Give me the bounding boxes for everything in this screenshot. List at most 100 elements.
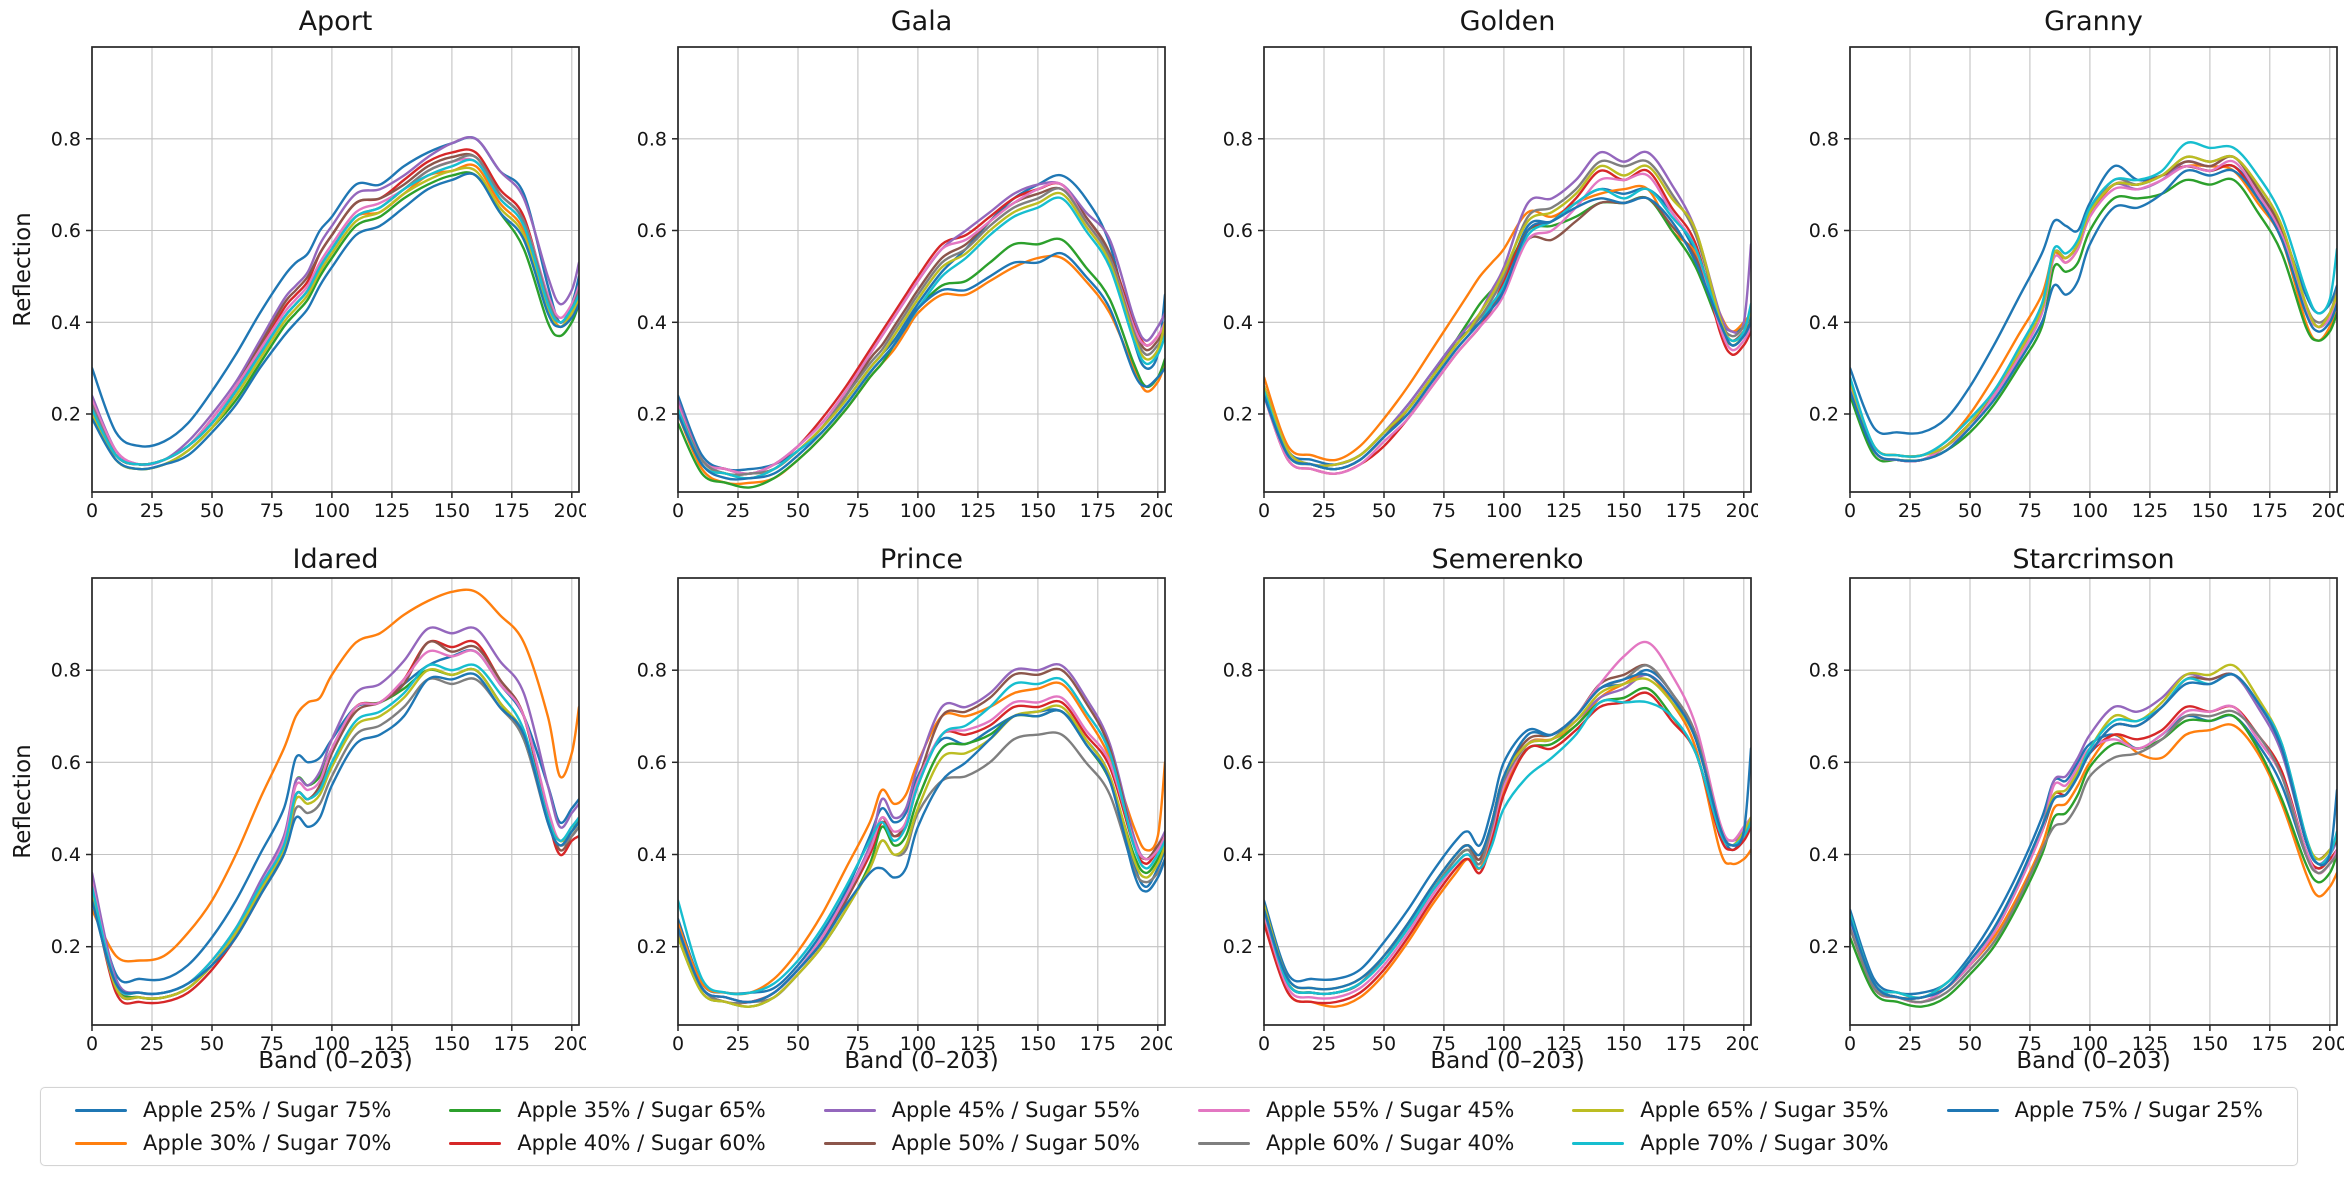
series-line: Apple 45% / Sugar 55% [1850, 672, 2337, 1001]
x-tick-label: 125 [374, 1033, 410, 1055]
x-tick-label: 50 [786, 1033, 810, 1055]
y-tick-label: 0.8 [1223, 128, 1253, 150]
x-tick-label: 75 [846, 1033, 870, 1055]
x-tick-label: 175 [494, 1033, 530, 1055]
series-line: Apple 75% / Sugar 25% [678, 251, 1165, 481]
x-tick-label: 175 [1080, 1033, 1116, 1055]
x-tick-label: 50 [1958, 500, 1982, 522]
x-tick-label: 175 [2252, 500, 2288, 522]
x-tick-label: 175 [1666, 500, 1702, 522]
x-tick-label: 175 [2252, 1033, 2288, 1055]
x-tick-label: 50 [1372, 500, 1396, 522]
x-tick-label: 125 [1546, 1033, 1582, 1055]
legend-label: Apple 50% / Sugar 50% [891, 1131, 1141, 1155]
x-tick-label: 125 [2132, 500, 2168, 522]
x-tick-label: 25 [726, 1033, 750, 1055]
x-tick-label: 0 [672, 500, 684, 522]
y-tick-label: 0.2 [1809, 936, 1839, 958]
x-tick-label: 175 [1666, 1033, 1702, 1055]
y-tick-label: 0.4 [51, 312, 81, 334]
x-tick-label: 200 [1140, 1033, 1172, 1055]
x-tick-label: 200 [554, 500, 586, 522]
subplot-granny: Apple 25% / Sugar 75%Apple 30% / Sugar 7… [1809, 6, 2344, 522]
series-line: Apple 45% / Sugar 55% [92, 626, 579, 996]
x-tick-label: 125 [960, 1033, 996, 1055]
subplot-title: Golden [1460, 6, 1556, 37]
x-tick-label: 75 [1432, 1033, 1456, 1055]
series-line: Apple 35% / Sugar 65% [92, 171, 579, 471]
legend-label: Apple 65% / Sugar 35% [1640, 1098, 1889, 1122]
series-line: Apple 70% / Sugar 30% [1264, 698, 1751, 996]
y-tick-label: 0.4 [637, 844, 667, 866]
series-line: Apple 75% / Sugar 25% [1264, 672, 1751, 991]
legend-item: Apple 35% / Sugar 65% [449, 1097, 766, 1123]
legend-box: Apple 25% / Sugar 75% Apple 30% / Sugar 7… [40, 1087, 2298, 1166]
y-tick-label: 0.6 [51, 220, 81, 242]
subplot-title: Starcrimson [2012, 544, 2174, 575]
subplot-grid: Apple 25% / Sugar 75% Apple 30% / Sugar 7… [10, 6, 2344, 1074]
y-tick-label: 0.6 [1223, 220, 1253, 242]
x-tick-label: 0 [672, 1033, 684, 1055]
x-tick-label: 200 [1140, 500, 1172, 522]
x-tick-label: 25 [1898, 1033, 1922, 1055]
x-axis-label: Band (0–203) [1430, 1048, 1584, 1074]
legend-column: Apple 75% / Sugar 25% [1946, 1097, 2263, 1123]
y-tick-label: 0.8 [1809, 660, 1839, 682]
y-tick-label: 0.2 [637, 936, 667, 958]
series-lines: Apple 25% / Sugar 75%Apple 30% / Sugar 7… [1850, 663, 2337, 1008]
x-tick-label: 50 [200, 500, 224, 522]
x-tick-label: 50 [1958, 1033, 1982, 1055]
legend-label: Apple 30% / Sugar 70% [143, 1131, 392, 1155]
series-line: Apple 70% / Sugar 30% [1850, 673, 2337, 999]
axes-border [677, 577, 1166, 1026]
series-line: Apple 75% / Sugar 25% [1264, 196, 1751, 471]
x-tick-label: 150 [434, 1033, 470, 1055]
y-tick-label: 0.2 [1223, 936, 1253, 958]
y-tick-label: 0.6 [1809, 752, 1839, 774]
series-line: Apple 70% / Sugar 30% [678, 196, 1165, 480]
x-tick-label: 150 [1606, 500, 1642, 522]
x-tick-label: 25 [1898, 500, 1922, 522]
series-lines: Apple 25% / Sugar 75%Apple 30% / Sugar 7… [1264, 150, 1751, 475]
legend-label: Apple 40% / Sugar 60% [517, 1131, 766, 1155]
series-line: Apple 25% / Sugar 75% [92, 136, 579, 448]
series-line: Apple 40% / Sugar 60% [92, 639, 579, 1005]
series-line: Apple 60% / Sugar 40% [92, 677, 579, 1000]
subplot-prince: Apple 25% / Sugar 75%Apple 30% / Sugar 7… [637, 544, 1172, 1074]
series-lines: Apple 25% / Sugar 75%Apple 30% / Sugar 7… [1264, 640, 1751, 1008]
y-tick-label: 0.4 [1809, 312, 1839, 334]
x-tick-label: 100 [900, 500, 936, 522]
x-tick-label: 75 [1432, 500, 1456, 522]
y-tick-label: 0.6 [1223, 752, 1253, 774]
legend-item: Apple 25% / Sugar 75% [75, 1097, 391, 1123]
x-tick-label: 75 [2018, 1033, 2042, 1055]
x-tick-label: 150 [1020, 1033, 1056, 1055]
legend-line-swatch [75, 1141, 127, 1145]
series-line: Apple 60% / Sugar 40% [92, 154, 579, 466]
legend-item: Apple 65% / Sugar 35% [1572, 1097, 1889, 1123]
legend-item: Apple 50% / Sugar 50% [823, 1130, 1141, 1156]
x-axis-label: Band (0–203) [2016, 1048, 2170, 1074]
subplot-title: Idared [293, 544, 379, 575]
subplot-title: Aport [299, 6, 373, 37]
legend-label: Apple 75% / Sugar 25% [2014, 1098, 2263, 1122]
series-line: Apple 50% / Sugar 50% [1850, 672, 2337, 1001]
x-tick-label: 75 [260, 500, 284, 522]
y-tick-label: 0.4 [1223, 844, 1253, 866]
x-tick-label: 25 [140, 500, 164, 522]
y-tick-label: 0.6 [637, 752, 667, 774]
legend-line-swatch [449, 1108, 502, 1112]
legend-line-swatch [1946, 1108, 1999, 1112]
x-tick-label: 100 [1486, 500, 1522, 522]
series-line: Apple 65% / Sugar 35% [1850, 155, 2337, 458]
x-tick-label: 150 [2192, 500, 2228, 522]
axes-border [91, 46, 580, 493]
subplot-starcrimson: Apple 25% / Sugar 75%Apple 30% / Sugar 7… [1809, 544, 2344, 1074]
subplot-title: Semerenko [1431, 544, 1583, 575]
x-tick-label: 150 [434, 500, 470, 522]
legend-line-swatch [75, 1108, 127, 1112]
y-tick-label: 0.6 [51, 752, 81, 774]
series-lines: Apple 25% / Sugar 75%Apple 30% / Sugar 7… [92, 135, 579, 471]
subplot-semerenko: Apple 25% / Sugar 75%Apple 30% / Sugar 7… [1223, 544, 1758, 1074]
series-line: Apple 50% / Sugar 50% [92, 640, 579, 1001]
